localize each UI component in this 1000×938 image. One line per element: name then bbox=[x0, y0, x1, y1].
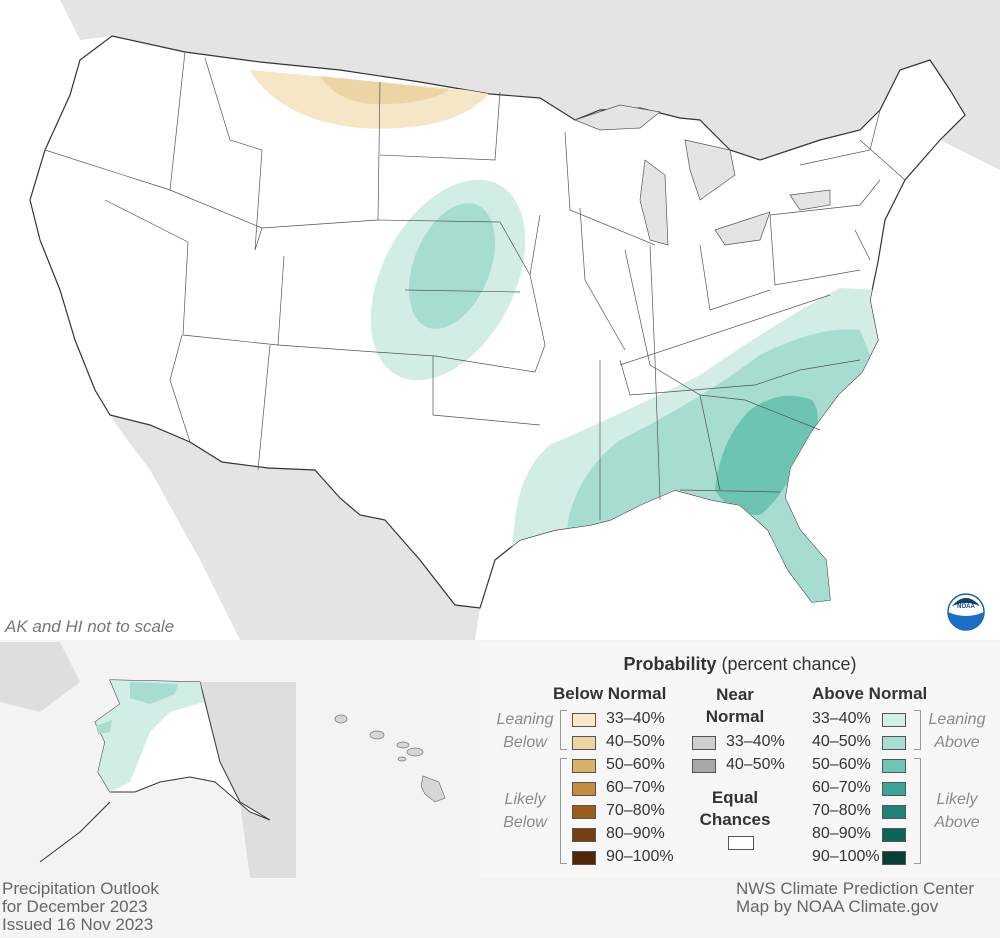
below-normal-label: 50–60% bbox=[606, 756, 665, 773]
svg-text:NOAA: NOAA bbox=[957, 604, 975, 610]
noaa-logo: NOAA bbox=[947, 593, 985, 631]
below-likely-bracket bbox=[560, 758, 567, 864]
above-normal-label: 70–80% bbox=[812, 802, 871, 819]
southeast-above-50-60-area bbox=[715, 395, 818, 515]
canada-landmass bbox=[60, 0, 1000, 170]
footer-left: Precipitation Outlook for December 2023 … bbox=[2, 880, 159, 934]
below-normal-label: 60–70% bbox=[606, 779, 665, 796]
below-normal-swatch bbox=[572, 782, 596, 796]
hawaii-islands bbox=[334, 714, 446, 803]
below-leaning-bracket bbox=[560, 710, 567, 750]
below-normal-swatch bbox=[572, 828, 596, 842]
above-likely-bracket bbox=[914, 758, 921, 864]
below-normal-swatch bbox=[572, 805, 596, 819]
above-normal-head: Above Normal bbox=[812, 684, 928, 703]
near-normal-swatch bbox=[692, 759, 716, 773]
above-normal-swatch bbox=[882, 713, 906, 727]
legend: Probability (percent chance) Below Norma… bbox=[480, 642, 1000, 878]
above-normal-swatch bbox=[882, 805, 906, 819]
equal-chances-head: Equal Chances bbox=[699, 788, 771, 829]
above-normal-label: 33–40% bbox=[812, 710, 871, 727]
above-normal-swatch bbox=[882, 851, 906, 865]
above-normal-label: 80–90% bbox=[812, 825, 871, 842]
near-normal-label: 33–40% bbox=[726, 733, 785, 750]
above-normal-label: 50–60% bbox=[812, 756, 871, 773]
near-normal-label: 40–50% bbox=[726, 756, 785, 773]
scale-note: AK and HI not to scale bbox=[4, 617, 174, 636]
above-normal-label: 40–50% bbox=[812, 733, 871, 750]
alaska-above-leaning-area bbox=[95, 680, 204, 792]
alaska-map bbox=[0, 642, 296, 878]
above-leaning-label: Leaning Above bbox=[928, 711, 986, 751]
above-normal-swatch bbox=[882, 736, 906, 750]
below-normal-swatch bbox=[572, 713, 596, 727]
plains-above-40-50-area bbox=[408, 203, 496, 329]
above-normal-swatch bbox=[882, 759, 906, 773]
near-normal-swatch bbox=[692, 736, 716, 750]
aleutian-islands bbox=[39, 801, 111, 863]
outlook-period: for December 2023 bbox=[2, 897, 148, 916]
below-normal-swatch bbox=[572, 736, 596, 750]
below-normal-head: Below Normal bbox=[553, 684, 667, 703]
alaska-inset bbox=[0, 642, 296, 878]
hawaii-inset bbox=[299, 642, 477, 878]
below-normal-swatch bbox=[572, 759, 596, 773]
below-normal-swatch bbox=[572, 851, 596, 865]
below-likely-label: Likely Below bbox=[503, 791, 547, 831]
footer-right: NWS Climate Prediction Center Map by NOA… bbox=[736, 880, 974, 916]
below-leaning-label: Leaning Below bbox=[496, 711, 554, 751]
equal-chances-swatch bbox=[728, 836, 754, 850]
below-normal-label: 40–50% bbox=[606, 733, 665, 750]
above-normal-swatch bbox=[882, 828, 906, 842]
alaska-west-above-40-50-area bbox=[96, 720, 112, 734]
mexico-landmass bbox=[110, 415, 480, 640]
near-normal-head: Near Normal bbox=[705, 685, 765, 726]
outlook-title: Precipitation Outlook bbox=[2, 879, 159, 898]
legend-title: Probability (percent chance) bbox=[623, 654, 857, 674]
credit-cpc: NWS Climate Prediction Center bbox=[736, 879, 975, 898]
below-normal-label: 90–100% bbox=[606, 848, 674, 865]
above-leaning-bracket bbox=[914, 710, 921, 750]
above-normal-swatch bbox=[882, 782, 906, 796]
issue-date: Issued 16 Nov 2023 bbox=[2, 915, 154, 934]
alaska-above-40-50-area bbox=[130, 682, 178, 704]
above-normal-label: 60–70% bbox=[812, 779, 871, 796]
main-map: AK and HI not to scale NOAA bbox=[0, 0, 1000, 640]
hawaii-map bbox=[299, 642, 477, 878]
russia-landmass bbox=[0, 642, 80, 712]
above-normal-label: 90–100% bbox=[812, 848, 880, 865]
below-normal-label: 80–90% bbox=[606, 825, 665, 842]
canada-yukon bbox=[200, 682, 296, 878]
below-40-50-area bbox=[320, 76, 450, 105]
credit-climate-gov: Map by NOAA Climate.gov bbox=[736, 897, 939, 916]
great-lakes bbox=[573, 104, 831, 246]
below-normal-label: 33–40% bbox=[606, 710, 665, 727]
below-normal-label: 70–80% bbox=[606, 802, 665, 819]
above-likely-label: Likely Above bbox=[934, 791, 980, 831]
state-boundaries bbox=[44, 51, 906, 520]
